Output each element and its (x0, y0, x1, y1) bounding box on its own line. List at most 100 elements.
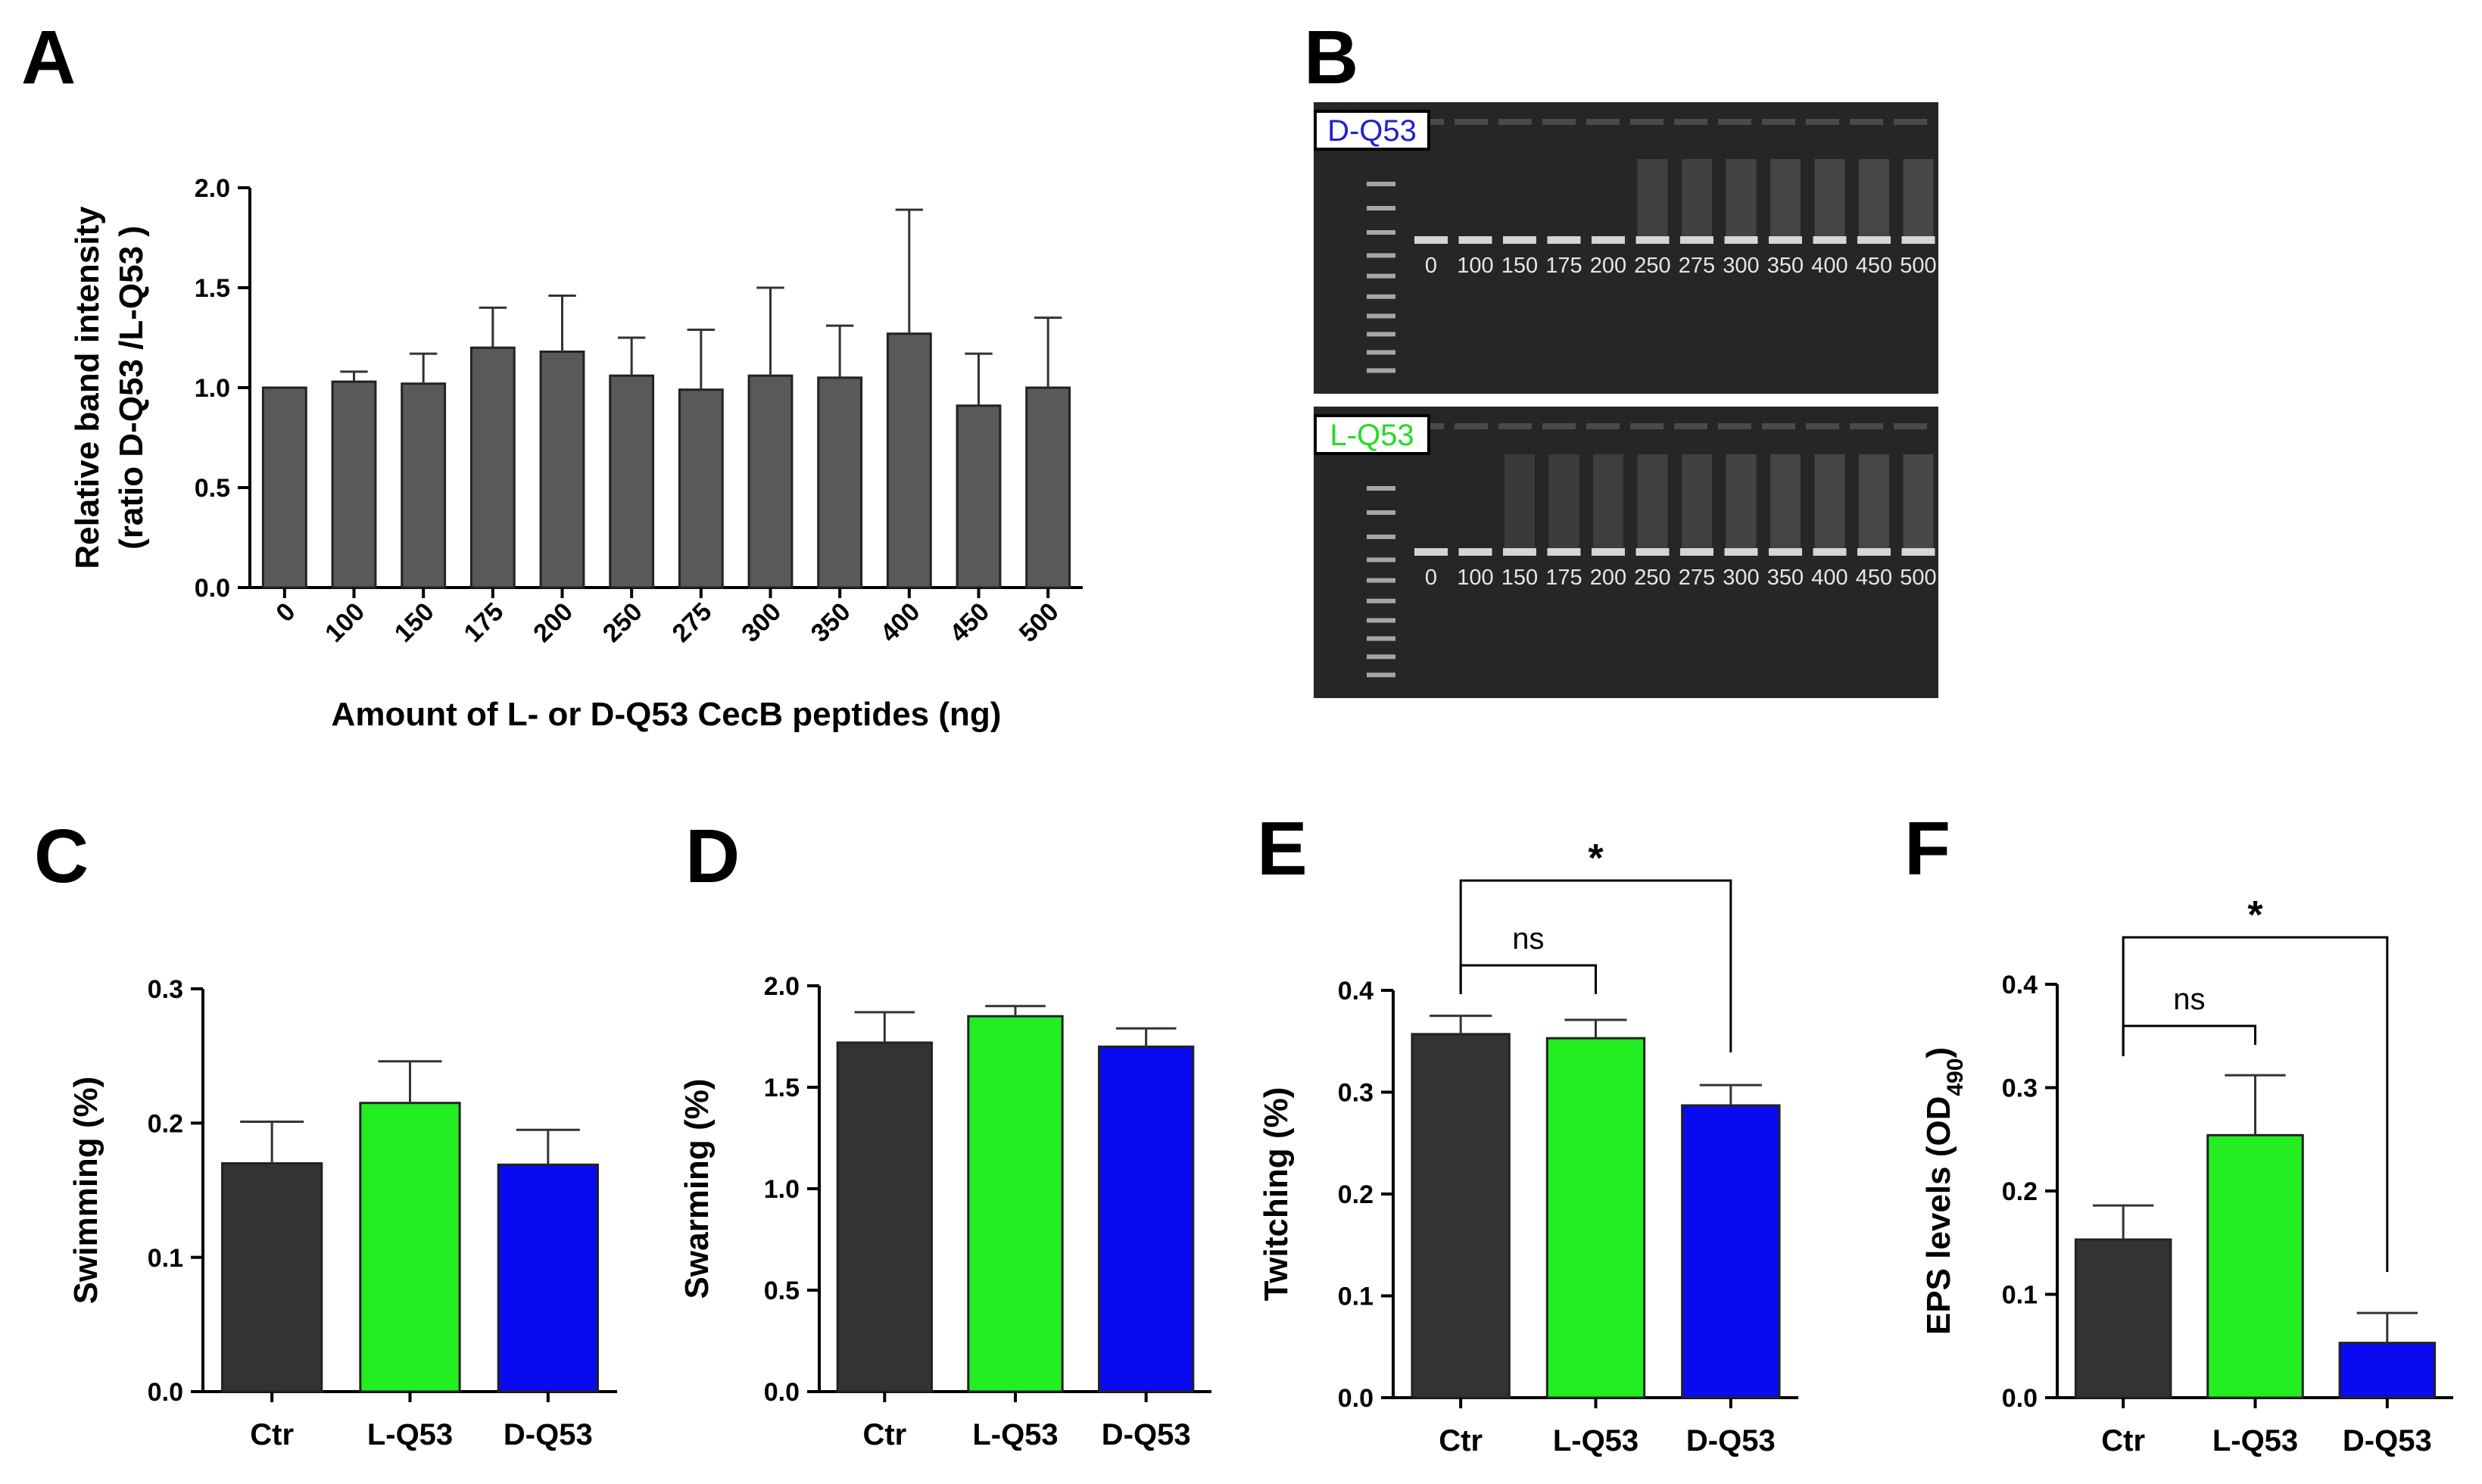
sample-band (1901, 236, 1935, 244)
lane-label: 400 (1811, 566, 1847, 590)
y-tick-label: 0.1 (2002, 1281, 2038, 1310)
y-tick-label: 0.1 (1338, 1283, 1374, 1311)
gel-well (1718, 119, 1751, 125)
gel-well (1894, 423, 1927, 429)
bar-500 (1025, 386, 1071, 589)
ladder-band (1367, 618, 1395, 623)
bar-Ctr (2074, 1238, 2172, 1399)
sample-band (1901, 548, 1935, 556)
gel-tag-label: D-Q53 (1327, 114, 1417, 148)
x-tick-label: D-Q53 (504, 1418, 593, 1451)
sample-band (1592, 236, 1625, 244)
lane-smear (1504, 454, 1535, 553)
bar-D-Q53 (497, 1163, 599, 1393)
x-tick-label: 200 (528, 597, 578, 648)
y-tick-label: 0.2 (148, 1110, 183, 1139)
ladder-band (1367, 350, 1395, 355)
sample-band (1680, 548, 1713, 556)
lane-label: 350 (1767, 254, 1804, 278)
bar-L-Q53 (1545, 1037, 1646, 1399)
lane-label: 100 (1457, 566, 1493, 590)
panel-letter-e: E (1257, 806, 1308, 891)
error-bar (240, 1121, 304, 1164)
error-bar (895, 208, 924, 334)
bar-175 (469, 346, 516, 589)
sample-band (1503, 548, 1536, 556)
lane-smear (1593, 454, 1623, 553)
significance-bracket (2122, 936, 2389, 1272)
lane-label: 200 (1590, 566, 1626, 590)
error-bar (1115, 1027, 1177, 1047)
sample-band (1724, 548, 1758, 556)
y-axis-title: EPS levels (OD490) (1920, 1047, 1968, 1335)
significance-label: * (2247, 893, 2263, 937)
error-bar (687, 328, 716, 390)
bar-400 (886, 332, 932, 589)
gel-well (1850, 423, 1883, 429)
bar-275 (678, 388, 724, 589)
y-tick-label: 1.5 (195, 274, 230, 303)
panel-letter-d: D (685, 814, 740, 899)
y-tick-label: 0.2 (2002, 1177, 2038, 1206)
y-tick-label: 0.4 (2002, 971, 2038, 999)
ladder-band (1367, 535, 1395, 539)
y-tick-label: 0.4 (1338, 977, 1374, 1005)
significance-label: ns (1512, 922, 1544, 956)
x-tick-label: Ctr (862, 1418, 906, 1451)
x-tick-label: L-Q53 (1553, 1424, 1639, 1458)
error-bar (2093, 1204, 2154, 1240)
significance-bracket (1459, 964, 1597, 994)
error-bar (409, 352, 438, 384)
lane-label: 250 (1634, 566, 1670, 590)
gel-image-l-q53: 0 100 150 175 200 250 275 300 350 400 450 500 L-Q53 (1314, 407, 1938, 698)
y-tick-label: 0.0 (2002, 1384, 2038, 1413)
chart-d: 0.0 0.5 1.0 1.5 2.0 Ctr L-Q53 D-Q53 Swarming (%) (678, 972, 1211, 1451)
lane-label: 100 (1457, 254, 1493, 278)
ladder-band (1367, 313, 1395, 319)
y-tick-label: 0.1 (148, 1244, 183, 1273)
y-tick-label: 1.0 (195, 374, 230, 403)
error-bar (756, 286, 784, 376)
x-tick-label: Ctr (1439, 1424, 1483, 1458)
lane-label: 275 (1679, 254, 1715, 278)
gel-well (1498, 119, 1532, 125)
bar-Ctr (836, 1041, 933, 1393)
chart-f: 0.0 0.1 0.2 0.3 0.4 Ctr L-Q53 D-Q53 ns * EPS level… (1920, 893, 2453, 1458)
x-tick-label: 500 (1014, 597, 1065, 648)
ladder-band (1367, 332, 1395, 337)
ladder-band (1367, 654, 1395, 659)
y-tick-label: 2.0 (195, 174, 230, 203)
y-tick-label: 0.3 (1338, 1079, 1374, 1108)
lane-label: 150 (1501, 566, 1538, 590)
y-axis-title: Swarming (%) (678, 1079, 716, 1299)
ladder-band (1367, 294, 1395, 299)
bar-100 (331, 380, 377, 589)
x-tick-label: 0 (270, 597, 301, 628)
gel-well (1630, 423, 1664, 429)
x-tick-label: 275 (667, 597, 718, 648)
sample-band (1769, 548, 1802, 556)
lane-smear (1726, 454, 1757, 553)
x-tick-label: L-Q53 (972, 1418, 1058, 1451)
lane-smear (1770, 454, 1801, 553)
x-tick-label: L-Q53 (2212, 1424, 2298, 1458)
ladder-band (1367, 486, 1395, 491)
gel-well (1762, 423, 1795, 429)
gel-well (1542, 423, 1576, 429)
chart-e: 0.0 0.1 0.2 0.3 0.4 Ctr L-Q53 D-Q53 ns * Twitching… (1258, 837, 1798, 1458)
gel-well (1455, 119, 1488, 125)
x-tick-label: 100 (320, 597, 370, 648)
gel-tag-box (1314, 110, 1430, 151)
bar-300 (747, 374, 794, 589)
lane-label: 450 (1856, 566, 1892, 590)
x-tick-label: 450 (944, 597, 995, 648)
panel-letter-a: A (21, 15, 76, 100)
lane-smear (1859, 159, 1889, 241)
lane-label: 175 (1545, 566, 1582, 590)
ladder-band (1367, 253, 1395, 258)
y-tick-label: 2.0 (764, 972, 800, 1001)
lane-smear (1682, 159, 1712, 241)
error-bar (548, 295, 576, 352)
lane-smear (1903, 159, 1934, 241)
ladder-band (1367, 368, 1395, 373)
